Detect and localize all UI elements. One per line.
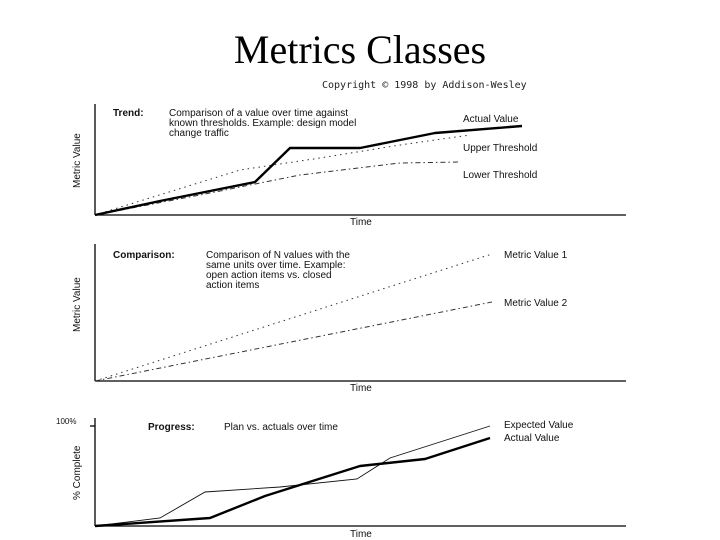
comparison-y-axis-label: Metric Value [72, 277, 83, 332]
trend-x-axis-label: Time [350, 217, 372, 228]
progress-heading: Progress: [148, 422, 195, 433]
progress-y-top-tick-label: 100% [56, 417, 76, 426]
progress-actual-value-label: Actual Value [504, 433, 560, 444]
trend-upper-threshold-label: Upper Threshold [463, 143, 537, 154]
trend-heading: Trend: [113, 108, 144, 119]
progress-actual-value-line [94, 436, 491, 528]
comparison-heading: Comparison: [113, 250, 175, 261]
comparison-x-axis-label: Time [350, 383, 372, 394]
comparison-metric-value-1-line [94, 253, 493, 382]
comparison-description-line-2: same units over time. Example: [206, 260, 346, 271]
slide-title: Metrics Classes [233, 27, 487, 72]
comparison-description-line-4: action items [206, 280, 259, 291]
trend-description-line-2: known thresholds. Example: design model [169, 118, 356, 129]
progress-description: Plan vs. actuals over time [224, 422, 338, 433]
trend-y-axis-label: Metric Value [72, 133, 83, 188]
comparison-metric-value-2-label: Metric Value 2 [504, 298, 568, 309]
progress-y-axis-label: % Complete [72, 445, 83, 500]
progress-x-axis-label: Time [350, 529, 372, 540]
trend-actual-value-label: Actual Value [463, 114, 519, 125]
progress-expected-value-line [94, 425, 491, 527]
comparison-description-line-3: open action items vs. closed [206, 270, 332, 281]
trend-lower-threshold-line [94, 161, 461, 216]
progress-panel: 100% % Complete Time Progress: Plan vs. … [56, 417, 626, 540]
comparison-panel: Metric Value Time Comparison: Comparison… [72, 244, 626, 394]
trend-description-line-1: Comparison of a value over time against [169, 108, 348, 119]
trend-panel: Metric Value Time Trend: Comparison of a… [72, 104, 626, 228]
trend-description-line-3: change traffic [169, 128, 229, 139]
trend-actual-value-line [94, 124, 523, 217]
comparison-description-line-1: Comparison of N values with the [206, 250, 350, 261]
copyright-notice: Copyright © 1998 by Addison-Wesley [322, 80, 527, 91]
comparison-metric-value-1-label: Metric Value 1 [504, 250, 568, 261]
trend-lower-threshold-label: Lower Threshold [463, 170, 537, 181]
progress-expected-value-label: Expected Value [504, 420, 574, 431]
comparison-metric-value-2-line [94, 301, 493, 382]
